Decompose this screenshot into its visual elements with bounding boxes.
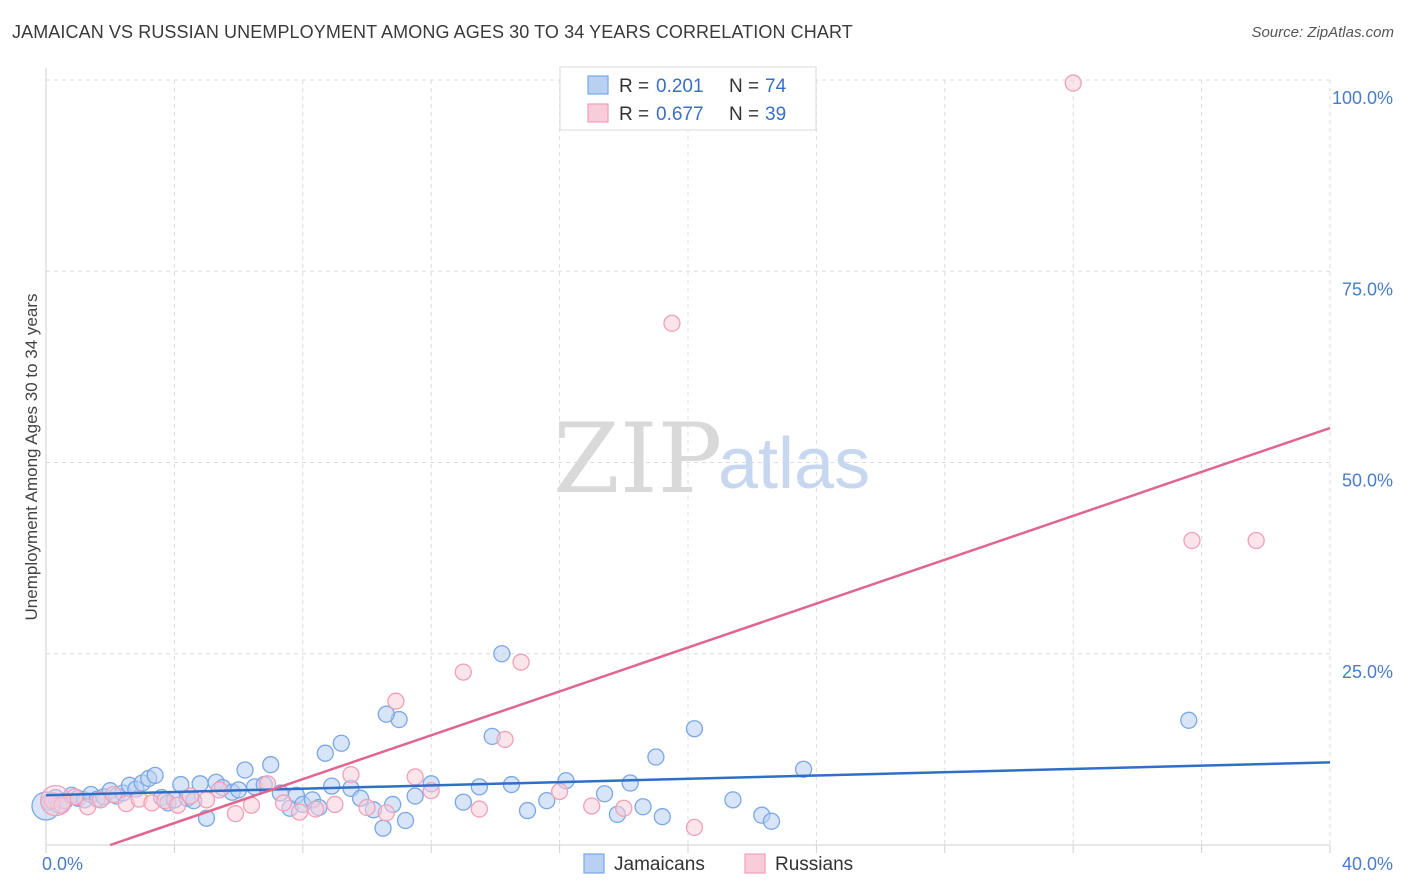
point-russians: [1064, 74, 1082, 92]
data-points: [31, 74, 1265, 837]
point-jamaicans: [236, 761, 254, 779]
point-jamaicans: [1180, 711, 1198, 729]
point-russians: [685, 818, 704, 837]
point-jamaicans: [406, 787, 424, 805]
y-axis-label: Unemployment Among Ages 30 to 34 years: [22, 294, 41, 621]
point-russians: [290, 803, 309, 821]
y-tick-label: 75.0%: [1342, 279, 1393, 299]
point-jamaicans: [316, 744, 334, 762]
point-jamaicans: [493, 645, 511, 663]
point-russians: [358, 798, 376, 817]
point-russians: [274, 794, 293, 812]
point-jamaicans: [647, 748, 665, 766]
legend-swatch-russians: [587, 103, 609, 123]
series-legend-label-jamaicans: Jamaicans: [614, 854, 705, 875]
point-russians: [583, 797, 601, 815]
point-jamaicans: [794, 760, 813, 778]
point-russians: [406, 768, 424, 786]
series-legend-swatch-russians: [744, 853, 766, 874]
chart-title: JAMAICAN VS RUSSIAN UNEMPLOYMENT AMONG A…: [12, 22, 853, 42]
legend-swatch-jamaicans: [587, 75, 609, 95]
point-jamaicans: [653, 808, 671, 826]
point-jamaicans: [634, 798, 652, 816]
point-russians: [496, 730, 514, 749]
point-russians: [342, 765, 360, 784]
point-russians: [615, 799, 633, 817]
point-russians: [550, 782, 569, 801]
axes: 25.0% 50.0% 75.0% 100.0% 0.0% 40.0%: [42, 68, 1393, 874]
point-jamaicans: [518, 801, 537, 820]
y-tick-label: 50.0%: [1342, 471, 1393, 491]
point-russians-cluster: [39, 784, 72, 817]
watermark-zip: ZIP: [553, 403, 722, 515]
legend-n-value-russians: 39: [765, 104, 786, 125]
point-jamaicans: [454, 793, 472, 811]
point-jamaicans: [262, 756, 280, 774]
trend-line-russians: [109, 426, 1331, 847]
point-russians: [226, 804, 245, 823]
point-jamaicans: [323, 777, 341, 795]
x-tick-label-min: 0.0%: [42, 854, 83, 874]
point-jamaicans: [374, 819, 392, 837]
chart-source: Source: ZipAtlas.com: [1251, 24, 1394, 41]
point-russians: [306, 800, 325, 818]
point-jamaicans: [762, 812, 781, 830]
legend-r-label-jamaicans: R =: [619, 76, 649, 97]
legend-n-value-jamaicans: 74: [765, 76, 787, 97]
point-russians: [1183, 531, 1201, 550]
point-russians: [326, 795, 344, 814]
x-tick-label-max: 40.0%: [1342, 854, 1393, 874]
point-russians: [454, 663, 472, 681]
series-legend: Jamaicans Russians: [583, 853, 853, 875]
point-russians: [1247, 531, 1265, 550]
legend-r-value-russians: 0.677: [656, 104, 704, 125]
y-tick-label: 25.0%: [1342, 662, 1393, 682]
point-russians: [168, 796, 187, 814]
point-jamaicans: [470, 778, 489, 796]
point-jamaicans: [621, 774, 639, 792]
watermark: ZIP atlas: [553, 403, 870, 515]
legend-r-value-jamaicans: 0.201: [656, 76, 704, 97]
point-jamaicans: [332, 734, 350, 752]
legend-n-label-russians: N =: [729, 104, 759, 125]
series-legend-swatch-jamaicans: [583, 853, 605, 874]
legend-n-label-jamaicans: N =: [729, 76, 759, 97]
point-russians: [377, 804, 395, 822]
stats-legend: R = 0.201 N = 74 R = 0.677 N = 39: [559, 66, 817, 131]
y-tick-label: 100.0%: [1332, 88, 1393, 108]
trend-line-jamaicans: [45, 761, 1331, 797]
point-jamaicans: [146, 766, 164, 785]
point-jamaicans: [377, 705, 395, 723]
point-russians: [663, 314, 681, 332]
point-jamaicans: [685, 720, 704, 738]
point-russians: [387, 692, 405, 710]
series-legend-label-russians: Russians: [775, 854, 853, 875]
point-jamaicans: [724, 791, 742, 809]
point-jamaicans: [396, 811, 415, 830]
watermark-atlas: atlas: [718, 424, 870, 504]
point-russians: [470, 800, 489, 818]
legend-r-label-russians: R =: [619, 104, 649, 125]
trend-lines: [45, 426, 1331, 847]
point-jamaicans: [595, 785, 614, 803]
point-jamaicans: [538, 791, 556, 810]
point-russians: [512, 653, 530, 671]
